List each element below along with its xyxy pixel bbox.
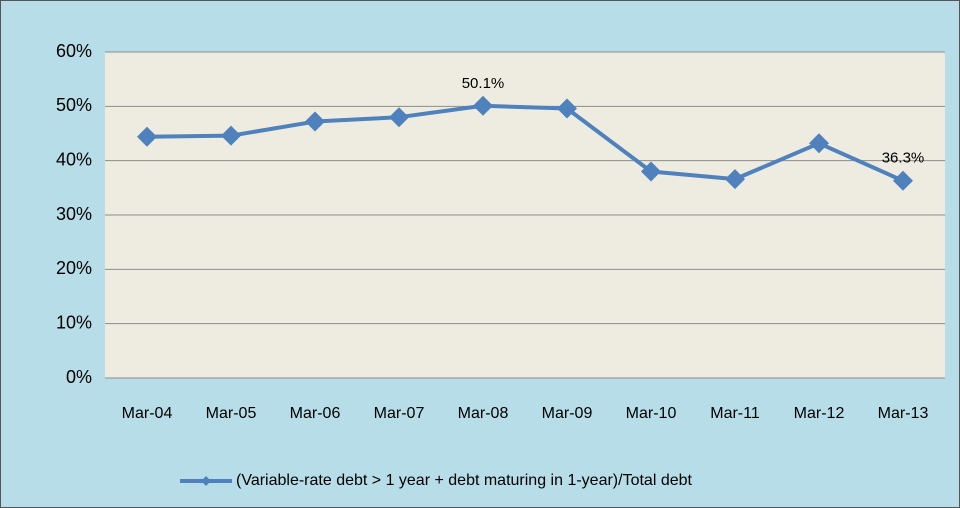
- y-tick-label: 20%: [56, 258, 92, 278]
- x-tick-label: Mar-05: [206, 405, 257, 422]
- x-tick-label: Mar-08: [458, 405, 509, 422]
- x-tick-label: Mar-10: [626, 405, 677, 422]
- series-line: [146, 103, 904, 183]
- data-label: 36.3%: [882, 150, 925, 167]
- point-marker: [557, 98, 577, 119]
- point-marker: [725, 169, 745, 190]
- point-marker: [473, 95, 493, 116]
- point-marker: [389, 107, 409, 128]
- x-tick-label: Mar-11: [710, 405, 760, 422]
- y-tick-label: 60%: [56, 41, 92, 61]
- point-marker: [221, 125, 241, 146]
- x-tick-label: Mar-06: [290, 405, 341, 422]
- y-tick-label: 10%: [56, 312, 92, 332]
- y-tick-label: 0%: [66, 367, 92, 387]
- x-tick-label: Mar-07: [374, 405, 425, 422]
- marks: [137, 95, 913, 191]
- data-label: 50.1%: [462, 75, 505, 92]
- x-tick-label: Mar-09: [542, 405, 593, 422]
- point-marker: [641, 161, 661, 182]
- x-tick-label: Mar-12: [794, 405, 845, 422]
- y-tick-label: 40%: [56, 149, 92, 169]
- y-tick-label: 30%: [56, 204, 92, 224]
- point-marker: [809, 133, 829, 154]
- point-marker: [137, 126, 157, 147]
- legend-marker: [201, 476, 211, 486]
- x-tick-label: Mar-13: [878, 405, 929, 422]
- x-tick-label: Mar-04: [122, 405, 173, 422]
- point-marker: [305, 111, 325, 132]
- y-tick-label: 50%: [56, 95, 92, 115]
- legend-label: (Variable-rate debt > 1 year + debt matu…: [236, 472, 693, 489]
- point-marker: [893, 170, 913, 191]
